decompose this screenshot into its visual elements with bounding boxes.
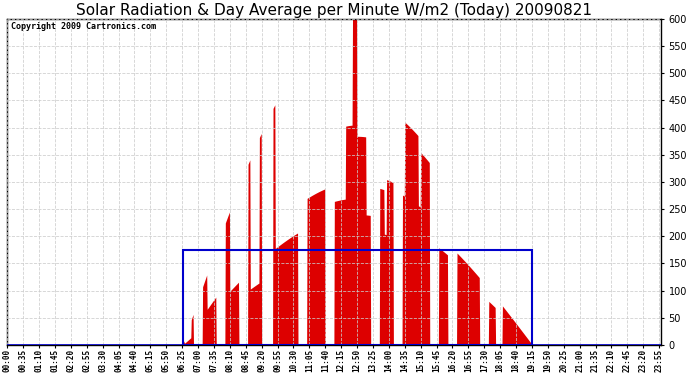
Text: Copyright 2009 Cartronics.com: Copyright 2009 Cartronics.com <box>10 22 155 31</box>
Bar <box>183 250 533 345</box>
Title: Solar Radiation & Day Average per Minute W/m2 (Today) 20090821: Solar Radiation & Day Average per Minute… <box>76 3 592 18</box>
